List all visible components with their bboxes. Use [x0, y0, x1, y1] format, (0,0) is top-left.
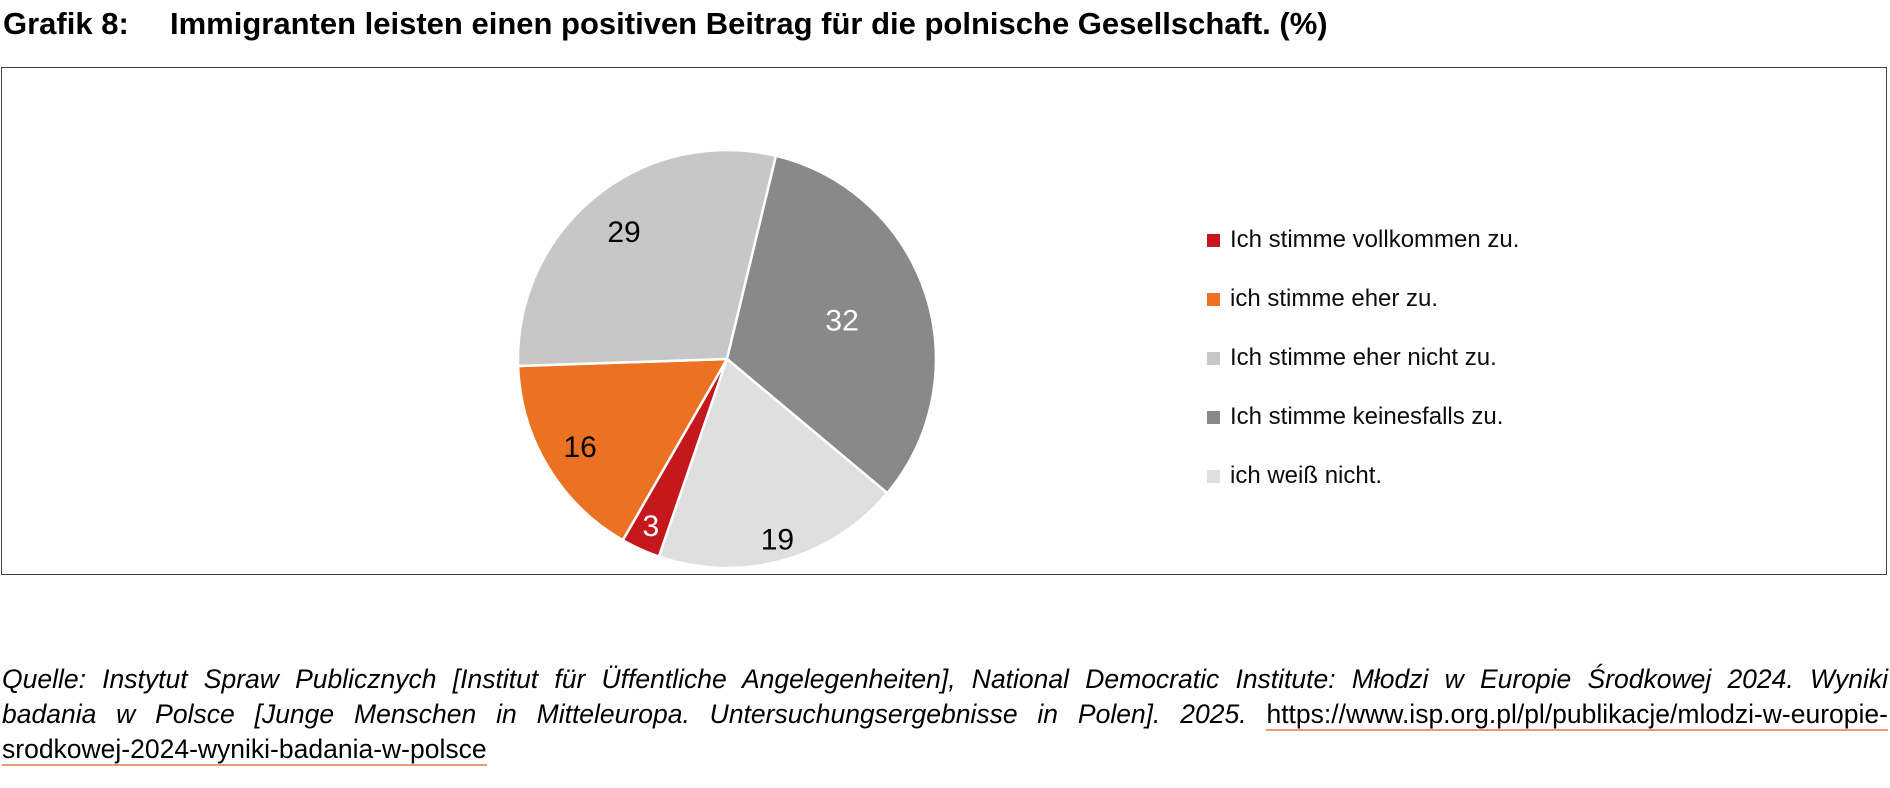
legend-label: ich stimme eher zu. — [1230, 285, 1439, 312]
legend-swatch-icon — [1207, 233, 1220, 247]
pie-slice-2 — [516, 357, 729, 542]
source-line-2: badania w Polsce [Junge Menschen in Mitt… — [2, 697, 1888, 732]
pie-data-label-3: 29 — [607, 216, 640, 249]
pie-slice-5 — [657, 357, 889, 570]
source-link[interactable]: https://www.isp.org.pl/pl/publikacje/mlo… — [1266, 699, 1888, 731]
chart-legend: Ich stimme vollkommen zu. ich stimme eher… — [1207, 226, 1520, 489]
pie-slice-4 — [725, 154, 938, 495]
source-note: Quelle: Instytut Spraw Publicznych [Inst… — [2, 662, 1888, 767]
legend-item-2: ich stimme eher zu. — [1207, 285, 1519, 312]
legend-label: Ich stimme vollkommen zu. — [1230, 226, 1520, 253]
pie-data-label-2: 16 — [563, 431, 596, 464]
legend-item-5: ich weiß nicht. — [1207, 462, 1519, 489]
chart-plot-area — [1, 67, 1887, 575]
figure-title-row: Grafik 8: Immigranten leisten einen posi… — [0, 6, 1890, 50]
legend-label: Ich stimme eher nicht zu. — [1230, 344, 1497, 371]
figure-number-label: Grafik 8: — [3, 6, 129, 41]
source-line-3: srodkowej-2024-wyniki-badania-w-polsce — [2, 732, 1888, 767]
figure-title: Immigranten leisten einen positiven Beit… — [170, 6, 1328, 41]
pie-slice-3 — [516, 148, 778, 368]
legend-swatch-icon — [1207, 410, 1220, 424]
pie-data-label-1: 3 — [643, 510, 660, 543]
source-link-continued[interactable]: srodkowej-2024-wyniki-badania-w-polsce — [2, 734, 487, 766]
legend-item-4: Ich stimme keinesfalls zu. — [1207, 403, 1519, 430]
legend-swatch-icon — [1207, 292, 1220, 306]
legend-label: Ich stimme keinesfalls zu. — [1230, 403, 1504, 430]
pie-data-label-5: 19 — [761, 524, 794, 557]
source-line-2-text: badania w Polsce [Junge Menschen in Mitt… — [2, 699, 1267, 729]
legend-label: ich weiß nicht. — [1230, 462, 1383, 489]
legend-item-3: Ich stimme eher nicht zu. — [1207, 344, 1519, 371]
legend-swatch-icon — [1207, 351, 1220, 365]
source-line-1: Quelle: Instytut Spraw Publicznych [Inst… — [2, 664, 1888, 694]
legend-swatch-icon — [1207, 469, 1220, 483]
pie-data-label-4: 32 — [825, 305, 858, 338]
legend-item-1: Ich stimme vollkommen zu. — [1207, 226, 1520, 253]
